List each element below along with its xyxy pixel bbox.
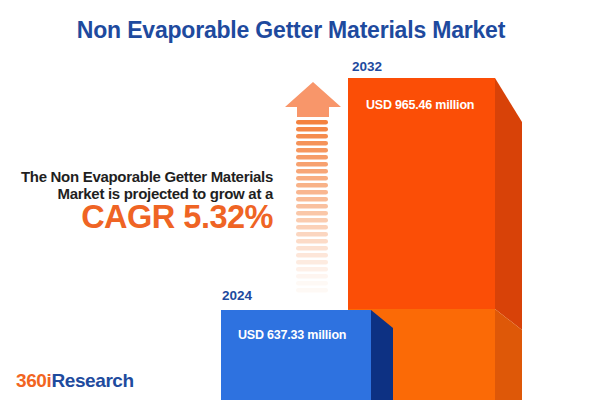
bar-2032-front-top [348, 78, 495, 309]
bar-value-2024: USD 637.33 million [238, 328, 346, 342]
cagr-value: CAGR 5.32% [21, 199, 273, 236]
bar-2032-side-top [495, 78, 522, 330]
page-title: Non Evaporable Getter Materials Market [0, 17, 582, 44]
bar-2024-front [221, 310, 371, 400]
bar-value-2032: USD 965.46 million [366, 98, 474, 112]
logo-prefix: 360i [16, 370, 51, 391]
infographic: Non Evaporable Getter Materials Market T… [0, 0, 600, 400]
company-logo: 360iResearch [16, 370, 134, 392]
annotation-line1: The Non Evaporable Getter Materials [21, 168, 273, 185]
bar-label-2032: 2032 [352, 59, 382, 74]
logo-suffix: Research [51, 370, 133, 391]
growth-arrow-head-icon [285, 82, 341, 117]
bar-label-2024: 2024 [222, 288, 252, 303]
growth-arrow-stripes-icon [296, 120, 328, 293]
annotation-block: The Non Evaporable Getter Materials Mark… [21, 168, 273, 236]
